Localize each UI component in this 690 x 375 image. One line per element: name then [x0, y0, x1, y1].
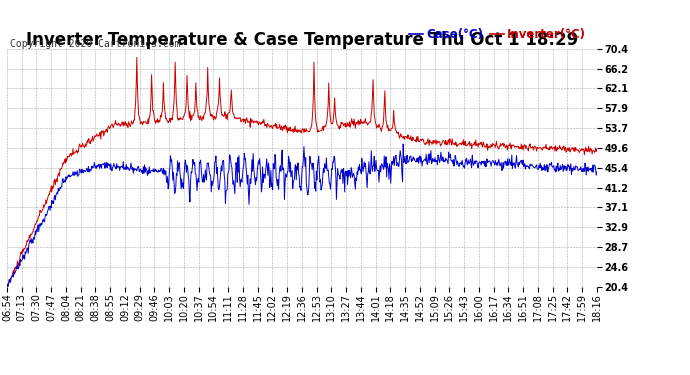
- Text: Copyright 2020 Cartronics.com: Copyright 2020 Cartronics.com: [10, 39, 181, 50]
- Legend: Case(°C), Inverter(°C): Case(°C), Inverter(°C): [404, 24, 591, 46]
- Title: Inverter Temperature & Case Temperature Thu Oct 1 18:29: Inverter Temperature & Case Temperature …: [26, 31, 578, 49]
